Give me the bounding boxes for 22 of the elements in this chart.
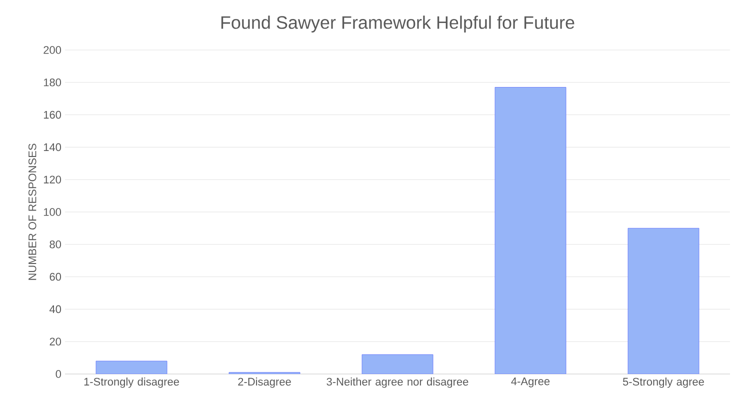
bar (96, 360, 168, 374)
y-tick-label: 200 (44, 46, 62, 54)
y-tick-label: 0 (56, 370, 62, 378)
y-tick-label: 60 (50, 272, 62, 281)
x-tick-label: 5-Strongly agree (622, 378, 704, 388)
y-tick-label: 140 (44, 143, 62, 152)
y-tick-label: 120 (44, 176, 62, 184)
x-tick-label: 2-Disagree (238, 378, 291, 388)
bar (628, 228, 700, 374)
chart-title: Found Sawyer Framework Helpful for Future (221, 16, 574, 32)
y-axis-title: NUMBER OF RESPONSES (28, 144, 36, 280)
y-tick-label: 20 (50, 338, 62, 346)
x-tick-label: 1-Strongly disagree (84, 378, 179, 388)
x-tick-label: 3-Neither agree nor disagree (326, 378, 468, 388)
y-tick-label: 160 (44, 110, 62, 119)
y-tick-label: 80 (50, 240, 62, 248)
x-tick-label: 4-Agree (511, 378, 550, 388)
y-tick-label: 40 (49, 305, 62, 314)
y-tick-label: 100 (44, 208, 62, 216)
bar (362, 354, 434, 374)
y-tick-label: 180 (44, 78, 62, 86)
bar (494, 87, 566, 374)
